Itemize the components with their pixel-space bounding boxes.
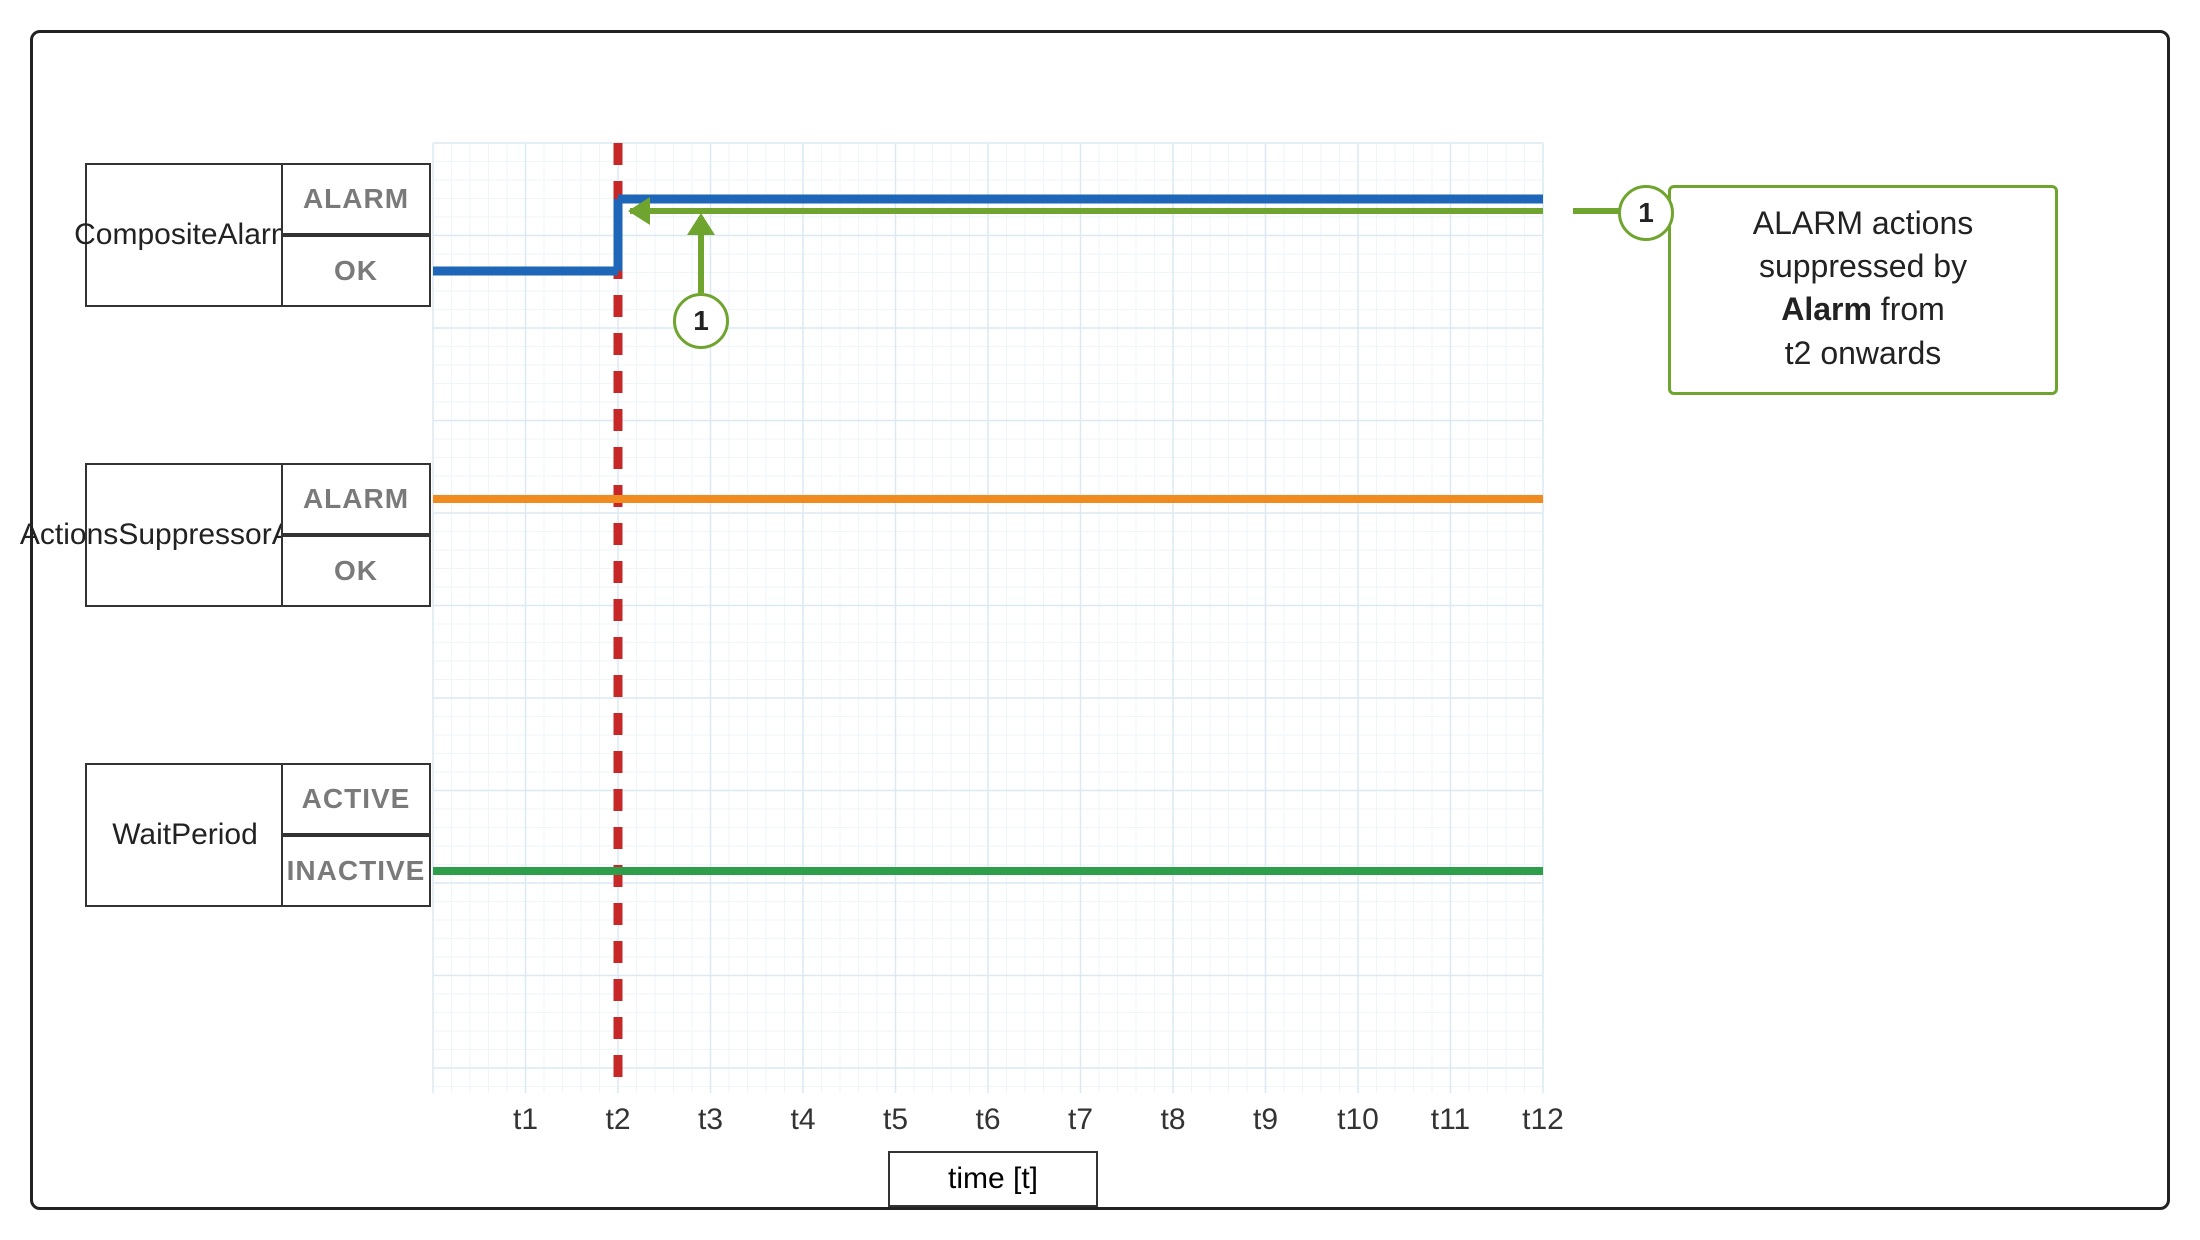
callout-annotation: ALARM actionssuppressed byAlarm fromt2 o… [1668,185,2058,395]
tick-t5: t5 [856,1103,936,1137]
tick-t2: t2 [578,1103,658,1137]
row-title: ActionsSuppressorAlarm [85,463,285,607]
tick-t1: t1 [486,1103,566,1137]
xaxis-title-text: time [t] [948,1162,1038,1196]
row-label-2: WaitPeriodACTIVEINACTIVE [85,763,433,907]
tick-t12: t12 [1503,1103,1583,1137]
badge-b-side: 1 [1618,185,1674,241]
row-state-0: ACTIVE [281,763,431,835]
row-state-1: INACTIVE [281,835,431,907]
row-title: CompositeAlarm [85,163,285,307]
tick-t4: t4 [763,1103,843,1137]
xaxis-title: time [t] [888,1151,1098,1207]
row-title: WaitPeriod [85,763,285,907]
row-label-0: CompositeAlarmALARMOK [85,163,433,307]
tick-t8: t8 [1133,1103,1213,1137]
badge-b-inline: 1 [673,293,729,349]
tick-t9: t9 [1226,1103,1306,1137]
tick-t6: t6 [948,1103,1028,1137]
diagram-root: CompositeAlarmALARMOKActionsSuppressorAl… [0,0,2200,1240]
row-state-0: ALARM [281,163,431,235]
tick-t10: t10 [1318,1103,1398,1137]
row-state-1: OK [281,535,431,607]
outer-frame: CompositeAlarmALARMOKActionsSuppressorAl… [30,30,2170,1210]
row-state-1: OK [281,235,431,307]
row-state-0: ALARM [281,463,431,535]
tick-t11: t11 [1411,1103,1491,1137]
tick-t3: t3 [671,1103,751,1137]
row-label-1: ActionsSuppressorAlarmALARMOK [85,463,433,607]
tick-t7: t7 [1041,1103,1121,1137]
